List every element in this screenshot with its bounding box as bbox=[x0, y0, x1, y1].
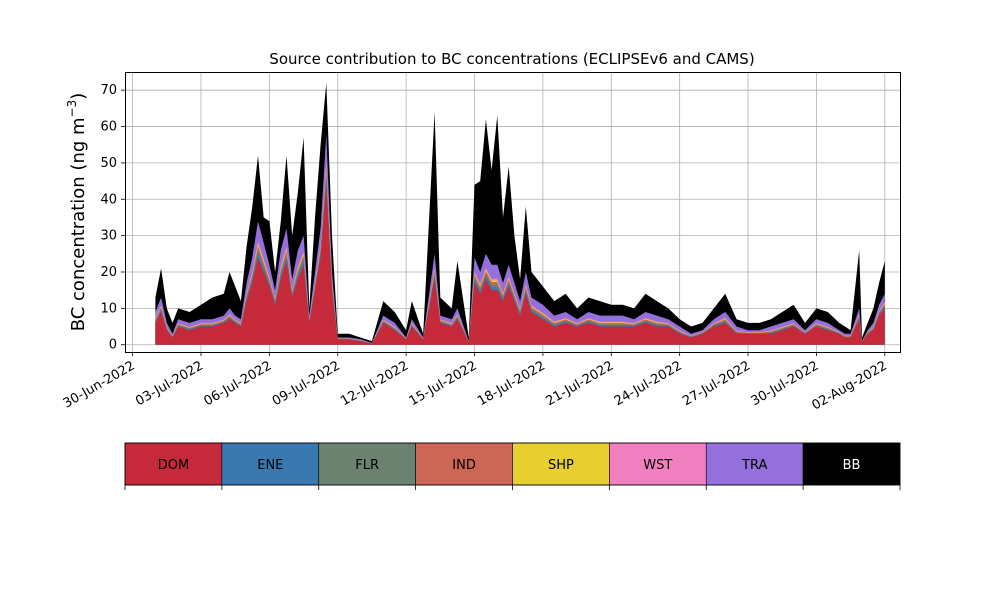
legend-label-flr: FLR bbox=[355, 458, 379, 473]
y-axis-ticks: 0 10 20 30 40 50 60 70 bbox=[100, 83, 125, 353]
x-tick-label: 03-Jul-2022 bbox=[133, 358, 206, 409]
x-tick-label: 30-Jun-2022 bbox=[61, 358, 138, 411]
x-axis-ticks: 30-Jun-202203-Jul-202206-Jul-202209-Jul-… bbox=[61, 352, 890, 414]
x-tick-label: 24-Jul-2022 bbox=[612, 358, 685, 409]
legend-swatch-tra bbox=[705, 442, 804, 486]
legend-swatch-bb bbox=[802, 442, 901, 486]
legend-label-tra: TRA bbox=[741, 458, 767, 473]
legend-swatch-dom bbox=[124, 442, 223, 486]
legend-label-bb: BB bbox=[843, 458, 861, 473]
x-tick-label: 27-Jul-2022 bbox=[680, 358, 753, 409]
legend: DOM ENE FLR IND SHP WST TRA BB bbox=[124, 442, 901, 490]
legend-label-dom: DOM bbox=[158, 458, 189, 473]
legend-label-ind: IND bbox=[452, 458, 476, 473]
legend-swatch-ind bbox=[415, 442, 513, 486]
stacked-areas bbox=[155, 82, 885, 345]
y-tick-label: 20 bbox=[100, 265, 117, 280]
area-dom bbox=[155, 184, 885, 345]
x-tick-label: 02-Aug-2022 bbox=[809, 358, 889, 413]
x-tick-label: 09-Jul-2022 bbox=[270, 358, 343, 409]
legend-swatch-shp bbox=[512, 442, 610, 486]
legend-frame bbox=[124, 442, 901, 486]
y-tick-label: 70 bbox=[100, 83, 117, 98]
y-tick-label: 10 bbox=[100, 301, 117, 316]
x-tick-label: 15-Jul-2022 bbox=[407, 358, 480, 409]
y-axis-label-main: BC concentration (ng m bbox=[68, 117, 89, 331]
legend-swatch-flr bbox=[318, 442, 416, 486]
y-tick-label: 0 bbox=[109, 338, 117, 353]
legend-label-ene: ENE bbox=[257, 458, 283, 473]
y-tick-label: 50 bbox=[100, 156, 117, 171]
legend-label-shp: SHP bbox=[548, 458, 574, 473]
x-tick-label: 12-Jul-2022 bbox=[338, 358, 411, 409]
y-tick-label: 30 bbox=[100, 229, 117, 244]
y-tick-label: 40 bbox=[100, 192, 117, 207]
plot-frame bbox=[125, 72, 901, 353]
x-tick-label: 06-Jul-2022 bbox=[202, 358, 275, 409]
y-axis-label-exponent: −3 bbox=[65, 100, 79, 118]
y-axis-label-suffix: ) bbox=[68, 93, 89, 100]
legend-label-wst: WST bbox=[643, 458, 672, 473]
x-tick-label: 21-Jul-2022 bbox=[543, 358, 616, 409]
y-tick-label: 60 bbox=[100, 120, 117, 135]
legend-swatch-wst bbox=[609, 442, 707, 486]
x-tick-label: 18-Jul-2022 bbox=[475, 358, 548, 409]
chart-title: Source contribution to BC concentrations… bbox=[269, 50, 754, 68]
y-axis-label: BC concentration (ng m−3) bbox=[65, 93, 89, 332]
